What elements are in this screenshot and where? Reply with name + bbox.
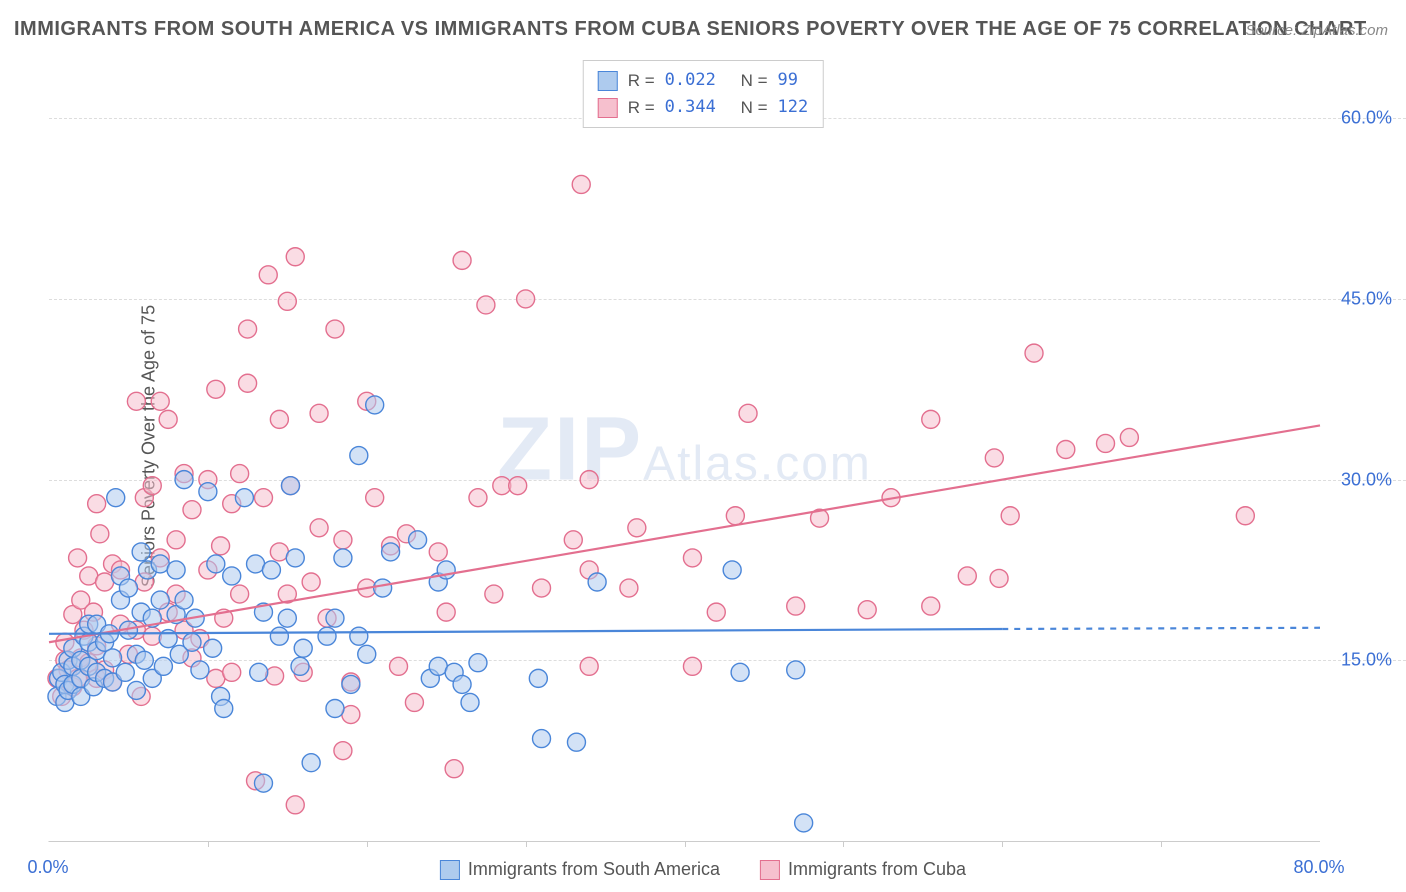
legend-item-blue: Immigrants from South America — [440, 859, 720, 880]
n-value-pink: 122 — [778, 94, 809, 121]
correlation-legend: R = 0.022 N = 99 R = 0.344 N = 122 — [583, 60, 824, 128]
swatch-pink-icon — [760, 860, 780, 880]
legend-row-blue: R = 0.022 N = 99 — [598, 67, 809, 94]
chart-area: ZIPAtlas.com — [48, 58, 1320, 842]
y-tick-label: 60.0% — [1341, 108, 1392, 129]
swatch-blue-icon — [440, 860, 460, 880]
swatch-pink-icon — [598, 98, 618, 118]
chart-title: IMMIGRANTS FROM SOUTH AMERICA VS IMMIGRA… — [14, 18, 1367, 41]
n-label: N = — [741, 94, 768, 121]
y-tick-label: 15.0% — [1341, 650, 1392, 671]
legend-item-pink: Immigrants from Cuba — [760, 859, 966, 880]
r-value-pink: 0.344 — [665, 94, 716, 121]
y-tick-label: 30.0% — [1341, 469, 1392, 490]
y-tick-label: 45.0% — [1341, 288, 1392, 309]
legend-row-pink: R = 0.344 N = 122 — [598, 94, 809, 121]
source-label: Source: ZipAtlas.com — [1245, 22, 1388, 39]
series-legend: Immigrants from South America Immigrants… — [420, 859, 986, 880]
x-tick-label: 0.0% — [27, 857, 68, 878]
n-value-blue: 99 — [778, 67, 798, 94]
series-name-blue: Immigrants from South America — [468, 859, 720, 880]
series-name-pink: Immigrants from Cuba — [788, 859, 966, 880]
scatter-plot — [49, 58, 1320, 841]
n-label: N = — [741, 67, 768, 94]
r-value-blue: 0.022 — [665, 67, 716, 94]
chart-container: IMMIGRANTS FROM SOUTH AMERICA VS IMMIGRA… — [0, 0, 1406, 892]
swatch-blue-icon — [598, 71, 618, 91]
x-tick-label: 80.0% — [1293, 857, 1344, 878]
r-label: R = — [628, 94, 655, 121]
r-label: R = — [628, 67, 655, 94]
